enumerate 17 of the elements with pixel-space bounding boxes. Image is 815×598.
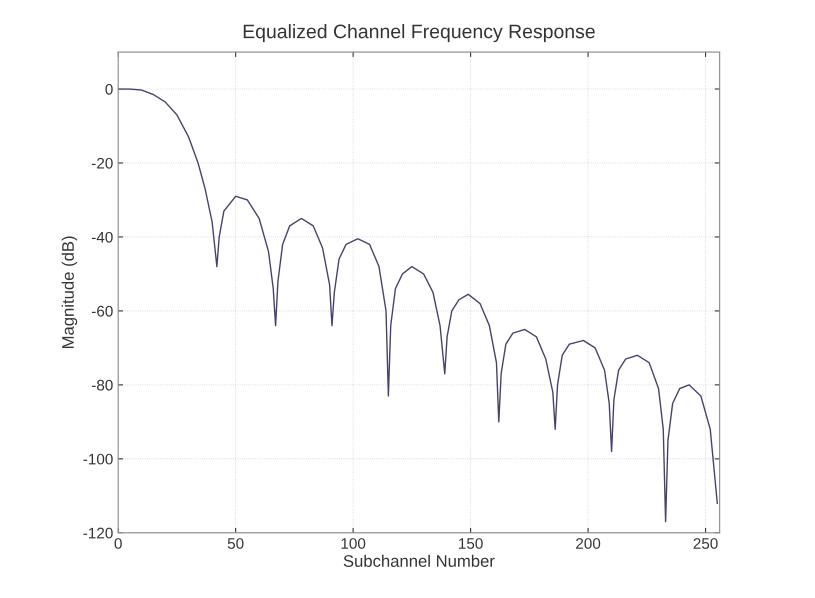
chart-title: Equalized Channel Frequency Response <box>244 24 595 42</box>
line-series <box>118 88 718 522</box>
x-tick-label: 250 <box>694 538 718 549</box>
y-tick-label: -60 <box>92 306 113 317</box>
y-axis-title: Magnitude (dB) <box>62 236 78 348</box>
y-tick-label: -40 <box>92 232 113 243</box>
y-tick-label: 0 <box>105 84 113 95</box>
y-tick-label: -20 <box>92 158 113 169</box>
x-tick-label: 200 <box>576 538 600 549</box>
x-tick-label: 100 <box>342 538 366 549</box>
x-tick-label: 150 <box>459 538 483 549</box>
x-axis-title: Subchannel Number <box>344 554 495 567</box>
y-tick-label: -120 <box>83 528 113 539</box>
x-tick-label: 0 <box>114 538 122 549</box>
y-tick-label: -100 <box>83 454 113 465</box>
y-tick-label: -80 <box>92 380 113 391</box>
x-tick-label: 50 <box>228 538 244 549</box>
